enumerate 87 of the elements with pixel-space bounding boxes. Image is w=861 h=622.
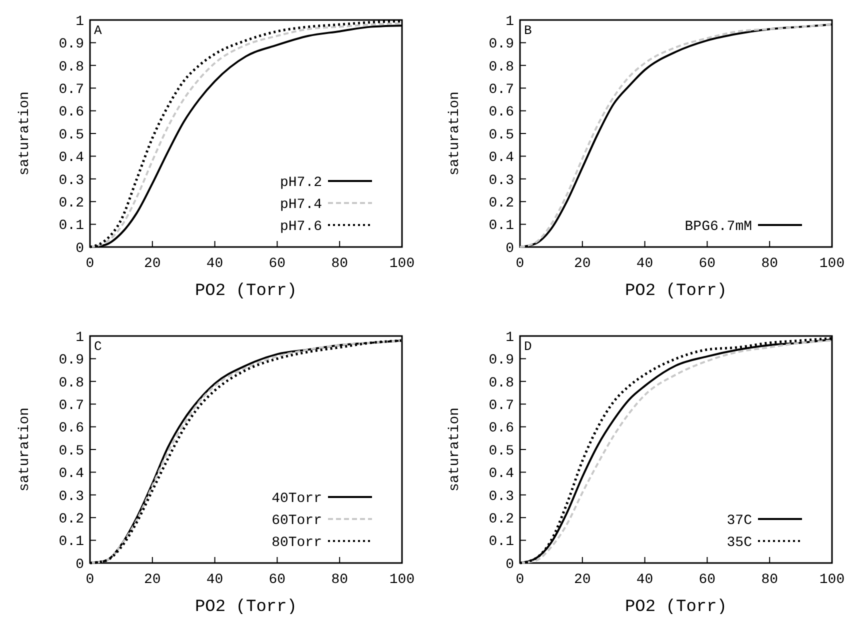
y-tick-label: 0.2 xyxy=(488,512,514,528)
y-tick-label: 0.8 xyxy=(58,59,84,76)
y-tick-label: 0.2 xyxy=(58,512,84,528)
y-tick-label: 0.5 xyxy=(488,443,514,460)
y-tick-label: 0.7 xyxy=(488,398,514,414)
y-axis-title: saturation xyxy=(447,91,463,176)
x-tick-label: 20 xyxy=(574,572,591,588)
x-tick-label: 60 xyxy=(698,256,716,272)
y-tick-label: 0.5 xyxy=(488,127,514,144)
y-tick-label: 0.9 xyxy=(488,36,514,53)
x-tick-label: 60 xyxy=(268,572,286,588)
y-tick-label: 0.2 xyxy=(488,196,514,212)
annotation: C xyxy=(94,339,102,354)
y-tick-label: 0.6 xyxy=(58,420,84,437)
y-tick-label: 0.3 xyxy=(58,488,84,505)
legend-label: 37C xyxy=(726,512,752,529)
y-tick-label: 0.9 xyxy=(488,352,514,369)
y-tick-label: 0.1 xyxy=(58,218,84,234)
y-tick-label: 0.6 xyxy=(58,104,84,121)
y-axis-title: saturation xyxy=(17,407,33,492)
x-tick-label: 100 xyxy=(389,572,415,588)
y-tick-label: 1 xyxy=(76,330,84,346)
annotation: B xyxy=(524,23,532,38)
legend-label: 35C xyxy=(726,534,752,551)
y-tick-label: 0.1 xyxy=(488,218,514,234)
x-tick-label: 80 xyxy=(331,256,348,272)
y-tick-label: 0.2 xyxy=(58,196,84,212)
x-tick-label: 60 xyxy=(268,256,286,272)
y-tick-label: 0.4 xyxy=(58,466,84,482)
y-tick-label: 0.8 xyxy=(58,375,84,392)
y-tick-label: 0.4 xyxy=(58,150,84,166)
y-tick-label: 0.7 xyxy=(58,82,84,98)
y-tick-label: 0 xyxy=(76,240,84,257)
y-tick-label: 0.3 xyxy=(488,488,514,505)
annotation: A xyxy=(94,23,102,38)
y-tick-label: 0.8 xyxy=(488,375,514,392)
x-tick-label: 0 xyxy=(86,256,94,272)
y-tick-label: 0.7 xyxy=(58,398,84,414)
y-tick-label: 0.3 xyxy=(488,172,514,189)
x-tick-label: 40 xyxy=(636,572,654,588)
y-tick-label: 0 xyxy=(76,556,84,573)
y-tick-label: 1 xyxy=(506,330,514,346)
y-tick-label: 0.4 xyxy=(488,466,514,482)
y-axis-title: saturation xyxy=(17,91,33,176)
x-tick-label: 60 xyxy=(698,572,716,588)
y-tick-label: 0 xyxy=(506,556,514,573)
y-tick-label: 0 xyxy=(506,240,514,257)
y-tick-label: 0.8 xyxy=(488,59,514,76)
y-tick-label: 0.9 xyxy=(58,352,84,369)
x-tick-label: 40 xyxy=(206,256,224,272)
y-tick-label: 0.4 xyxy=(488,150,514,166)
legend-label: pH7.2 xyxy=(280,174,322,191)
x-axis-title: PO2 (Torr) xyxy=(194,282,298,301)
x-tick-label: 0 xyxy=(516,572,524,588)
x-tick-label: 20 xyxy=(144,256,161,272)
y-tick-label: 0.1 xyxy=(488,534,514,550)
x-tick-label: 80 xyxy=(331,572,348,588)
y-tick-label: 0.1 xyxy=(58,534,84,550)
x-axis-title: PO2 (Torr) xyxy=(624,282,728,301)
y-tick-label: 0.5 xyxy=(58,127,84,144)
legend-label: 40Torr xyxy=(272,490,322,507)
y-tick-label: 0.7 xyxy=(488,82,514,98)
legend-label: 60Torr xyxy=(272,512,322,529)
legend-label: 80Torr xyxy=(272,534,322,551)
x-tick-label: 20 xyxy=(144,572,161,588)
annotation: D xyxy=(524,339,532,354)
x-tick-label: 0 xyxy=(516,256,524,272)
legend-label: BPG6.7mM xyxy=(684,218,752,235)
y-tick-label: 0.6 xyxy=(488,104,514,121)
y-tick-label: 1 xyxy=(506,14,514,30)
x-tick-label: 100 xyxy=(819,572,845,588)
y-tick-label: 1 xyxy=(76,14,84,30)
x-tick-label: 40 xyxy=(636,256,654,272)
x-tick-label: 20 xyxy=(574,256,591,272)
y-tick-label: 0.6 xyxy=(488,420,514,437)
y-axis-title: saturation xyxy=(447,407,463,492)
x-tick-label: 100 xyxy=(819,256,845,272)
y-tick-label: 0.9 xyxy=(58,36,84,53)
x-tick-label: 0 xyxy=(86,572,94,588)
y-tick-label: 0.5 xyxy=(58,443,84,460)
x-tick-label: 40 xyxy=(206,572,224,588)
y-tick-label: 0.3 xyxy=(58,172,84,189)
legend-label: pH7.6 xyxy=(280,218,322,235)
x-tick-label: 100 xyxy=(389,256,415,272)
x-tick-label: 80 xyxy=(761,256,778,272)
x-tick-label: 80 xyxy=(761,572,778,588)
legend-label: pH7.4 xyxy=(280,196,322,213)
